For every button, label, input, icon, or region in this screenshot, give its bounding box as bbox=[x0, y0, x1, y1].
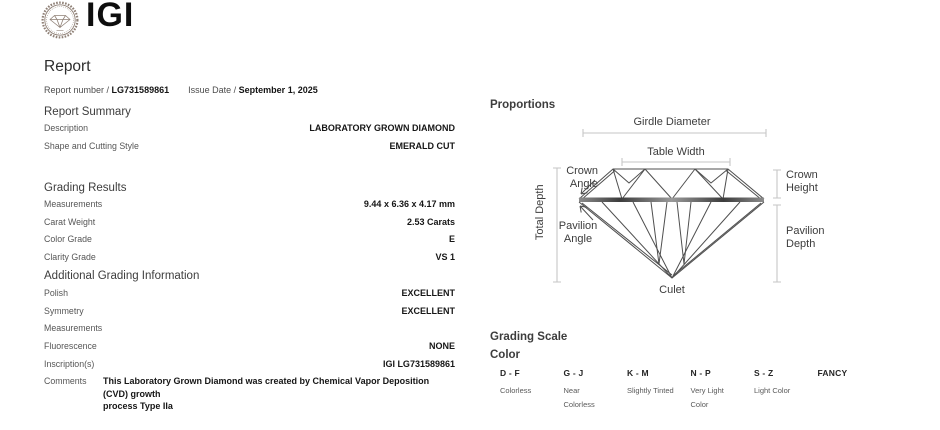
section-additional-grading: Additional Grading Information bbox=[44, 270, 200, 282]
field-row-comments: Comments This Laboratory Grown Diamond w… bbox=[44, 375, 455, 413]
field-label: Comments bbox=[44, 376, 87, 386]
summary-rows: Description LABORATORY GROWN DIAMOND Sha… bbox=[44, 123, 455, 158]
label-pavilion-angle: Pavilion Angle bbox=[558, 220, 598, 245]
field-row-symmetry: Symmetry EXCELLENT bbox=[44, 306, 455, 324]
label-crown-angle: Crown Angle bbox=[566, 165, 598, 190]
comments-text: This Laboratory Grown Diamond was create… bbox=[103, 376, 430, 411]
field-row-measurements-2: Measurements bbox=[44, 323, 455, 341]
section-grading-scale: Grading Scale bbox=[490, 331, 568, 343]
field-label: Polish bbox=[44, 288, 68, 298]
scale-description: Slightly Tinted bbox=[627, 386, 674, 395]
field-row-polish: Polish EXCELLENT bbox=[44, 288, 455, 306]
scale-description: Colorless bbox=[500, 386, 532, 395]
label-table-width: Table Width bbox=[647, 146, 705, 158]
field-value: EXCELLENT bbox=[401, 305, 455, 316]
field-value: LABORATORY GROWN DIAMOND bbox=[309, 123, 455, 133]
field-label: Color Grade bbox=[44, 234, 92, 245]
section-report-summary: Report Summary bbox=[44, 106, 131, 118]
crown-facets bbox=[578, 168, 765, 201]
color-scale-columns: D - F Colorless G - J Near Colorless K -… bbox=[500, 368, 900, 411]
issue-date-label: Issue Date / bbox=[188, 85, 237, 95]
header: IGI bbox=[0, 0, 300, 44]
field-label: Carat Weight bbox=[44, 216, 96, 227]
scale-grade: K - M bbox=[627, 368, 649, 378]
field-label: Fluorescence bbox=[44, 341, 97, 352]
igi-logo-text: IGI bbox=[86, 0, 135, 34]
scale-grade: G - J bbox=[563, 368, 584, 378]
angle-arrows bbox=[579, 179, 596, 221]
label-culet: Culet bbox=[659, 284, 685, 296]
diamond-proportions-diagram bbox=[553, 129, 781, 283]
seal-diamond-sketch bbox=[49, 15, 71, 31]
field-label: Symmetry bbox=[44, 305, 84, 316]
measurement-brackets bbox=[553, 129, 781, 283]
field-label: Measurements bbox=[44, 199, 103, 209]
scale-grade: S - Z bbox=[754, 368, 774, 378]
field-value: EMERALD CUT bbox=[389, 140, 456, 151]
field-row-shape: Shape and Cutting Style EMERALD CUT bbox=[44, 141, 455, 159]
field-value: 2.53 Carats bbox=[406, 216, 455, 227]
additional-rows: Polish EXCELLENT Symmetry EXCELLENT Meas… bbox=[44, 288, 455, 376]
field-row-inscriptions: Inscription(s) IGI LG731589861 bbox=[44, 359, 455, 377]
scale-description: Very Light Color bbox=[690, 386, 724, 409]
scale-grade: FANCY bbox=[817, 368, 848, 378]
field-value: 9.44 x 6.36 x 4.17 mm bbox=[363, 199, 455, 209]
field-label: Description bbox=[44, 123, 89, 133]
field-row-measurements: Measurements 9.44 x 6.36 x 4.17 mm bbox=[44, 199, 455, 217]
grading-results-rows: Measurements 9.44 x 6.36 x 4.17 mm Carat… bbox=[44, 199, 455, 270]
section-grading-results: Grading Results bbox=[44, 182, 127, 194]
report-number-value: LG731589861 bbox=[111, 85, 170, 95]
field-row-clarity-grade: Clarity Grade VS 1 bbox=[44, 252, 455, 270]
report-number-label: Report number / bbox=[44, 85, 110, 95]
field-label: Measurements bbox=[44, 323, 103, 334]
color-scale-col-fancy: FANCY bbox=[818, 368, 882, 411]
scale-grade: D - F bbox=[500, 368, 520, 378]
label-crown-height: Crown Height bbox=[786, 169, 818, 194]
report-meta-line: Report number / LG731589861 Issue Date /… bbox=[44, 85, 318, 95]
girdle-band bbox=[579, 197, 764, 202]
field-row-description: Description LABORATORY GROWN DIAMOND bbox=[44, 123, 455, 141]
color-scale-col-df: D - F Colorless bbox=[500, 368, 564, 411]
pavilion-facets bbox=[578, 201, 765, 279]
section-proportions: Proportions bbox=[490, 99, 556, 111]
color-scale-col-km: K - M Slightly Tinted bbox=[627, 368, 691, 411]
label-girdle-diameter: Girdle Diameter bbox=[633, 116, 711, 128]
igi-seal-icon bbox=[41, 1, 79, 39]
scale-grade: N - P bbox=[690, 368, 711, 378]
field-value: IGI LG731589861 bbox=[382, 358, 455, 369]
issue-date-value: September 1, 2025 bbox=[238, 85, 318, 95]
field-value: NONE bbox=[428, 341, 455, 352]
color-scale-col-sz: S - Z Light Color bbox=[754, 368, 818, 411]
label-pavilion-depth: Pavilion Depth bbox=[786, 225, 825, 250]
label-total-depth: Total Depth bbox=[533, 184, 546, 241]
field-row-fluorescence: Fluorescence NONE bbox=[44, 341, 455, 359]
page-title: Report bbox=[44, 58, 91, 75]
grading-scale-color-subheading: Color bbox=[490, 349, 521, 361]
color-scale-col-gj: G - J Near Colorless bbox=[564, 368, 628, 411]
field-value: EXCELLENT bbox=[401, 288, 455, 298]
field-label: Shape and Cutting Style bbox=[44, 140, 139, 151]
field-row-carat-weight: Carat Weight 2.53 Carats bbox=[44, 217, 455, 235]
field-row-color-grade: Color Grade E bbox=[44, 234, 455, 252]
color-scale-col-np: N - P Very Light Color bbox=[691, 368, 755, 411]
field-value: E bbox=[448, 234, 455, 245]
scale-description: Light Color bbox=[754, 386, 791, 395]
field-label: Clarity Grade bbox=[44, 252, 96, 263]
field-label: Inscription(s) bbox=[44, 358, 95, 369]
scale-description: Near Colorless bbox=[563, 386, 595, 409]
field-value: VS 1 bbox=[435, 252, 455, 263]
